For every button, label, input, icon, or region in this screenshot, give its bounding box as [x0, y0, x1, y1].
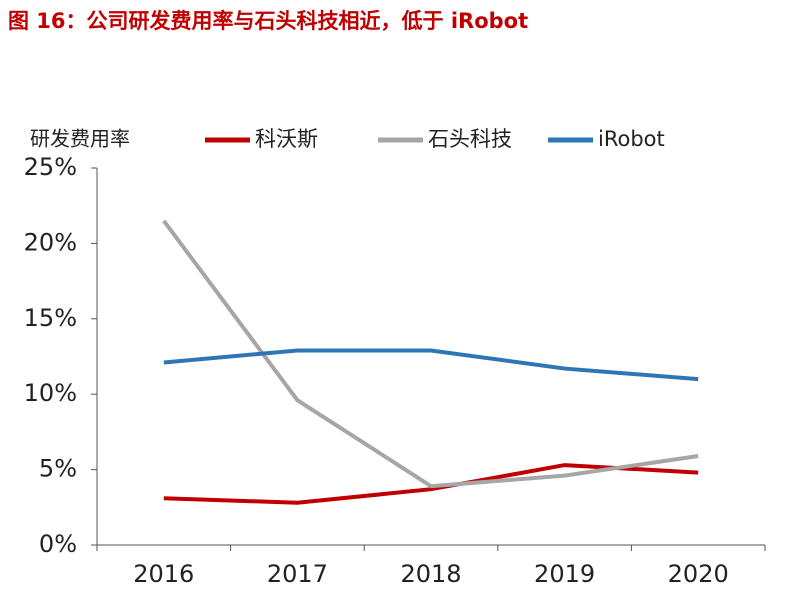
legend-label: iRobot	[598, 127, 665, 151]
chart-title: 图 16：公司研发费用率与石头科技相近，低于 iRobot	[8, 9, 528, 33]
legend-label: 科沃斯	[255, 127, 318, 151]
x-tick-label: 2019	[534, 560, 595, 588]
y-tick-label: 5%	[39, 455, 77, 483]
x-tick-label: 2018	[400, 560, 461, 588]
y-tick-label: 15%	[24, 304, 77, 332]
legend-label: 石头科技	[428, 127, 512, 151]
y-axis-title: 研发费用率	[30, 127, 130, 151]
x-tick-label: 2017	[267, 560, 328, 588]
x-tick-label: 2016	[133, 560, 194, 588]
series-line	[163, 348, 699, 382]
y-tick-label: 0%	[39, 530, 77, 558]
y-tick-label: 25%	[24, 153, 77, 181]
series-line	[162, 219, 699, 489]
x-tick-label: 2020	[668, 560, 729, 588]
y-tick-label: 10%	[24, 379, 77, 407]
y-tick-label: 20%	[24, 228, 77, 256]
